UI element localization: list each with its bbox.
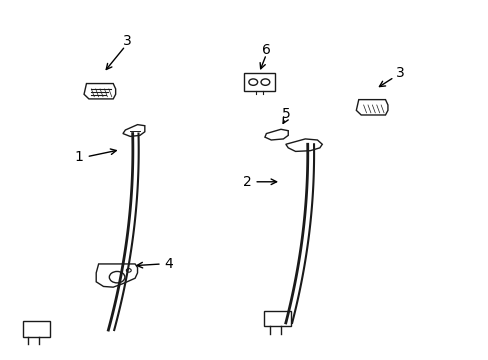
Text: 1: 1 [75,150,83,164]
Bar [264,311,290,327]
Text: 2: 2 [242,175,251,189]
Bar [243,73,275,91]
Text: 3: 3 [395,66,404,80]
Bar [23,321,50,337]
Text: 4: 4 [164,257,173,271]
Text: 3: 3 [123,34,132,48]
Text: 5: 5 [281,107,289,121]
Text: 6: 6 [262,42,270,57]
